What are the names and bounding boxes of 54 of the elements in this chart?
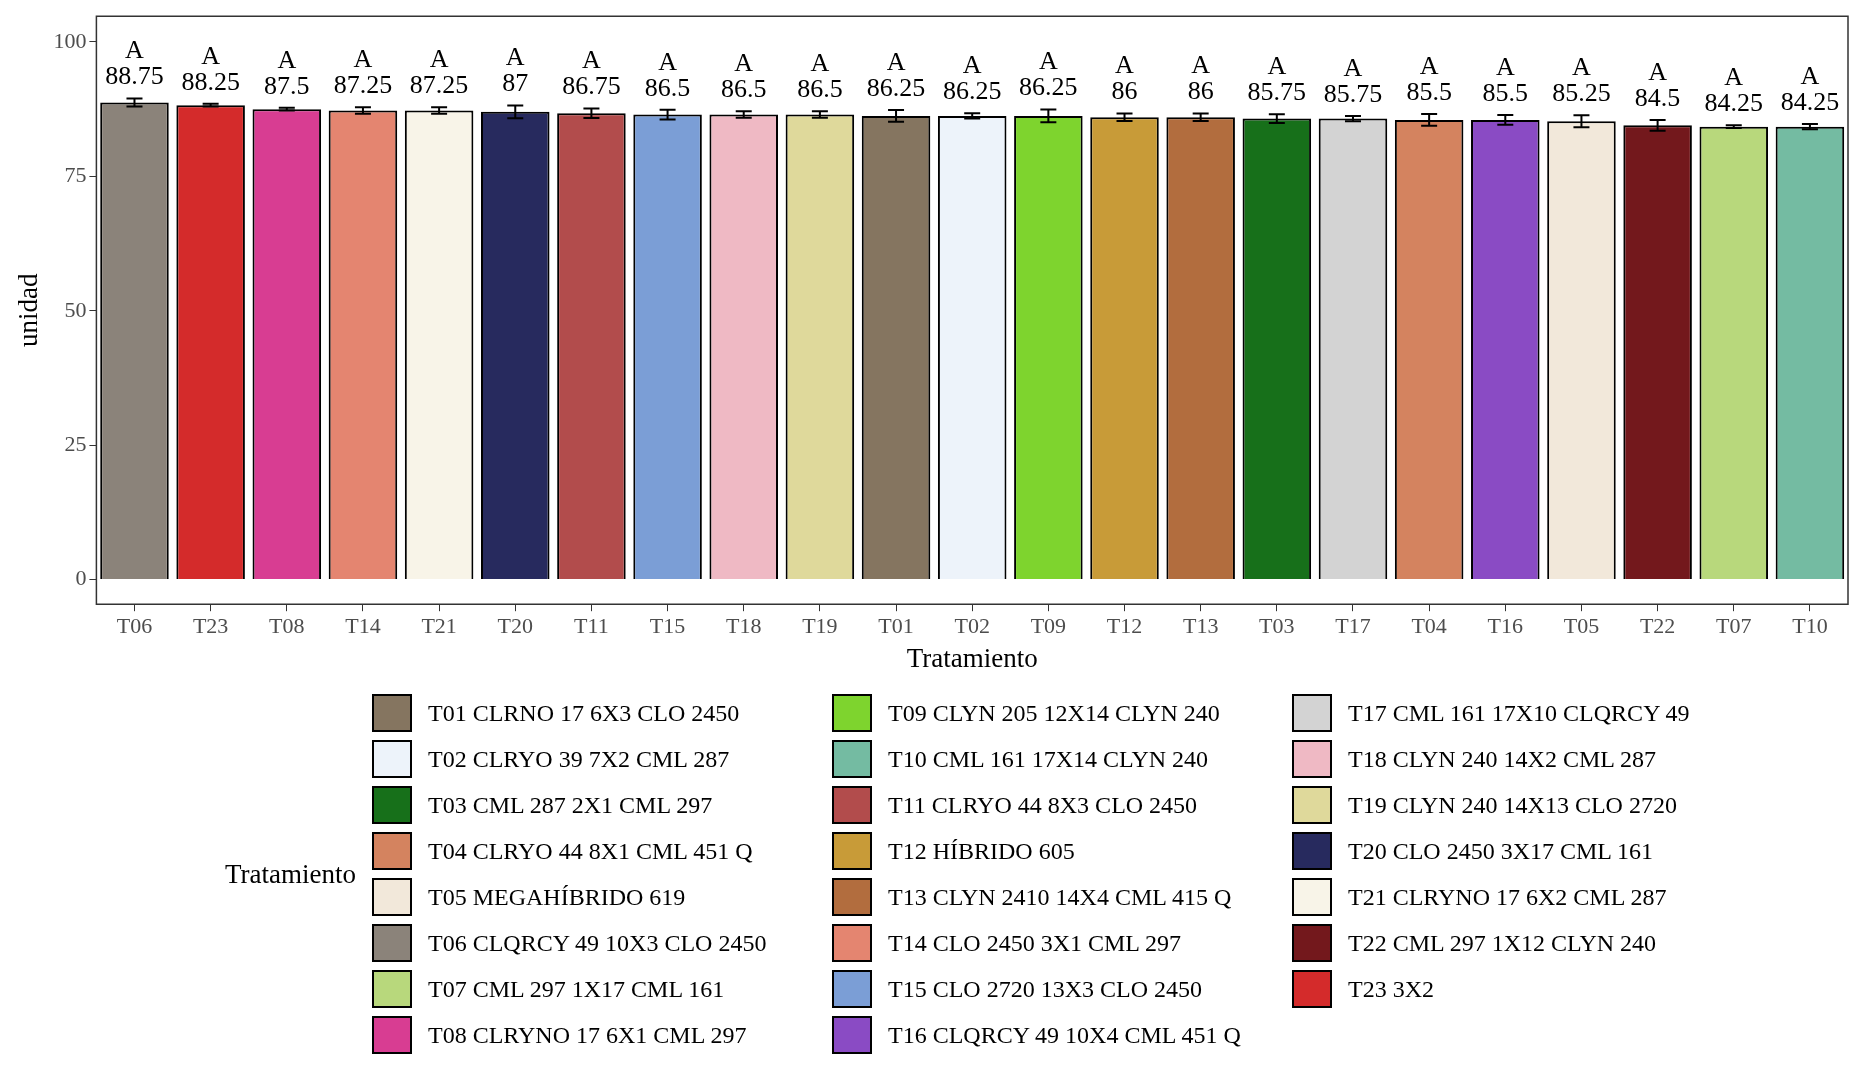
- legend-label: T17 CML 161 17X10 CLQRCY 49: [1348, 699, 1690, 727]
- legend-label: T21 CLRYNO 17 6X2 CML 287: [1348, 883, 1667, 911]
- legend-label: T14 CLO 2450 3X1 CML 297: [888, 929, 1182, 957]
- x-tick-label: T07: [1716, 613, 1752, 639]
- legend-label: T12 HÍBRIDO 605: [888, 837, 1075, 865]
- x-tick-label: T09: [1030, 613, 1067, 639]
- x-tick-label: T03: [1259, 613, 1295, 639]
- x-tick-label: T15: [649, 613, 686, 639]
- y-tick-label: 100: [53, 27, 87, 53]
- legend-label: T11 CLRYO 44 8X3 CLO 2450: [888, 791, 1198, 819]
- legend-label: T10 CML 161 17X14 CLYN 240: [888, 745, 1209, 773]
- y-tick-label: 0: [75, 565, 87, 591]
- legend-label: T22 CML 297 1X12 CLYN 240: [1348, 929, 1657, 957]
- x-tick-label: T13: [1182, 613, 1219, 639]
- legend-label: T02 CLRYO 39 7X2 CML 287: [428, 745, 730, 773]
- legend-label: T08 CLRYNO 17 6X1 CML 297: [428, 1021, 747, 1049]
- legend-label: T06 CLQRCY 49 10X3 CLO 2450: [428, 929, 767, 957]
- x-tick-label: T18: [726, 613, 762, 639]
- legend-label: T03 CML 287 2X1 CML 297: [428, 791, 713, 819]
- y-tick-label: 75: [64, 162, 87, 188]
- x-tick-label: T22: [1639, 613, 1676, 639]
- x-tick-label: T04: [1411, 613, 1447, 639]
- x-tick-label: T06: [116, 613, 153, 639]
- legend-label: T20 CLO 2450 3X17 CML 161: [1348, 837, 1654, 865]
- legend-label: T15 CLO 2720 13X3 CLO 2450: [888, 975, 1202, 1003]
- legend-title: Tratamiento: [225, 858, 356, 890]
- legend-label: T19 CLYN 240 14X13 CLO 2720: [1348, 791, 1677, 819]
- legend-label: T18 CLYN 240 14X2 CML 287: [1348, 745, 1657, 773]
- legend-label: T04 CLRYO 44 8X1 CML 451 Q: [428, 837, 753, 865]
- legend-label: T23 3X2: [1348, 975, 1434, 1003]
- x-tick-label: T02: [954, 613, 990, 639]
- x-tick-label: T11: [574, 613, 609, 639]
- x-tick-label: T21: [421, 613, 457, 639]
- x-tick-label: T14: [345, 613, 381, 639]
- y-tick-label: 25: [64, 430, 87, 456]
- x-tick-label: T05: [1563, 613, 1600, 639]
- legend-label: T05 MEGAHÍBRIDO 619: [428, 883, 686, 911]
- x-tick-label: T23: [192, 613, 229, 639]
- x-tick-label: T08: [269, 613, 305, 639]
- y-axis-title: unidad: [13, 272, 44, 347]
- legend-label: T01 CLRNO 17 6X3 CLO 2450: [428, 699, 740, 727]
- legend-label: T07 CML 297 1X17 CML 161: [428, 975, 725, 1003]
- legend-label: T09 CLYN 205 12X14 CLYN 240: [888, 699, 1220, 727]
- x-tick-label: T17: [1335, 613, 1371, 639]
- x-tick-label: T19: [802, 613, 838, 639]
- x-tick-label: T20: [497, 613, 533, 639]
- x-axis-title: Tratamiento: [906, 642, 1038, 673]
- x-tick-label: T16: [1487, 613, 1524, 639]
- x-tick-label: T12: [1106, 613, 1143, 639]
- x-tick-label: T10: [1792, 613, 1828, 639]
- legend-label: T13 CLYN 2410 14X4 CML 415 Q: [888, 883, 1232, 911]
- x-tick-label: T01: [878, 613, 914, 639]
- y-tick-label: 50: [64, 296, 87, 322]
- legend-label: T16 CLQRCY 49 10X4 CML 451 Q: [888, 1021, 1241, 1049]
